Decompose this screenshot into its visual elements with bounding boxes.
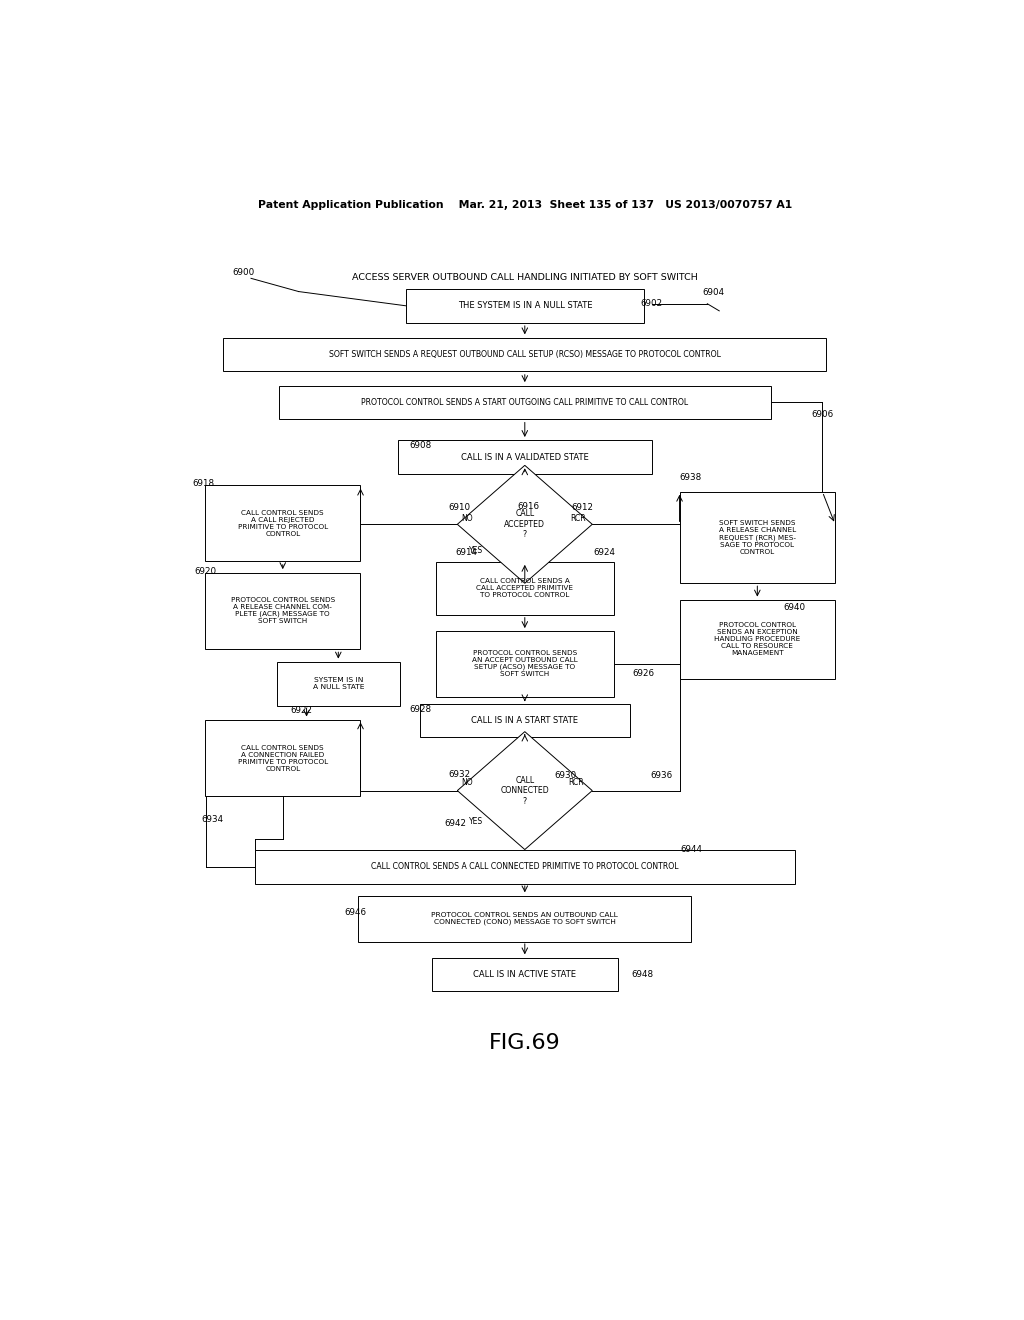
FancyBboxPatch shape (206, 486, 360, 561)
Polygon shape (458, 731, 592, 850)
Text: ACCESS SERVER OUTBOUND CALL HANDLING INITIATED BY SOFT SWITCH: ACCESS SERVER OUTBOUND CALL HANDLING INI… (352, 273, 697, 281)
Text: 6940: 6940 (783, 603, 806, 612)
FancyBboxPatch shape (206, 719, 360, 796)
Text: 6942: 6942 (444, 818, 467, 828)
Text: CALL CONTROL SENDS
A CONNECTION FAILED
PRIMITIVE TO PROTOCOL
CONTROL: CALL CONTROL SENDS A CONNECTION FAILED P… (238, 744, 328, 772)
FancyBboxPatch shape (680, 599, 835, 678)
Text: RCR: RCR (570, 513, 586, 523)
FancyBboxPatch shape (435, 562, 614, 615)
Text: 6902: 6902 (641, 300, 663, 309)
FancyBboxPatch shape (255, 850, 795, 883)
FancyBboxPatch shape (435, 631, 614, 697)
FancyBboxPatch shape (397, 441, 651, 474)
Text: 6948: 6948 (631, 970, 653, 979)
FancyBboxPatch shape (680, 492, 835, 583)
Text: 6910: 6910 (449, 503, 471, 512)
Text: CALL IS IN A START STATE: CALL IS IN A START STATE (471, 715, 579, 725)
FancyBboxPatch shape (358, 896, 691, 941)
Text: 6924: 6924 (593, 548, 615, 557)
Text: SOFT SWITCH SENDS
A RELEASE CHANNEL
REQUEST (RCR) MES-
SAGE TO PROTOCOL
CONTROL: SOFT SWITCH SENDS A RELEASE CHANNEL REQU… (719, 520, 796, 554)
Text: 6918: 6918 (193, 479, 214, 488)
Text: THE SYSTEM IS IN A NULL STATE: THE SYSTEM IS IN A NULL STATE (458, 301, 592, 310)
Text: NO: NO (461, 777, 473, 787)
Text: NO: NO (461, 513, 473, 523)
Text: FIG.69: FIG.69 (488, 1032, 561, 1052)
FancyBboxPatch shape (406, 289, 644, 322)
Text: 6944: 6944 (681, 845, 702, 854)
Text: 6928: 6928 (409, 705, 431, 714)
Text: 6920: 6920 (194, 566, 216, 576)
Text: PROTOCOL CONTROL SENDS AN OUTBOUND CALL
CONNECTED (CONO) MESSAGE TO SOFT SWITCH: PROTOCOL CONTROL SENDS AN OUTBOUND CALL … (431, 912, 618, 925)
Text: SYSTEM IS IN
A NULL STATE: SYSTEM IS IN A NULL STATE (312, 677, 365, 690)
Text: 6934: 6934 (202, 814, 224, 824)
Text: PROTOCOL CONTROL
SENDS AN EXCEPTION
HANDLING PROCEDURE
CALL TO RESOURCE
MANAGEME: PROTOCOL CONTROL SENDS AN EXCEPTION HAND… (714, 622, 801, 656)
Text: 6922: 6922 (290, 706, 312, 715)
Text: CALL IS IN A VALIDATED STATE: CALL IS IN A VALIDATED STATE (461, 453, 589, 462)
Text: 6930: 6930 (554, 771, 577, 780)
FancyBboxPatch shape (206, 573, 360, 649)
Text: 6912: 6912 (571, 503, 594, 512)
Text: YES: YES (469, 817, 482, 825)
Polygon shape (458, 466, 592, 583)
FancyBboxPatch shape (279, 385, 771, 420)
Text: CALL
ACCEPTED
?: CALL ACCEPTED ? (504, 510, 546, 539)
Text: 6904: 6904 (702, 288, 725, 297)
Text: PROTOCOL CONTROL SENDS
AN ACCEPT OUTBOUND CALL
SETUP (ACSO) MESSAGE TO
SOFT SWIT: PROTOCOL CONTROL SENDS AN ACCEPT OUTBOUN… (472, 649, 578, 677)
FancyBboxPatch shape (420, 704, 630, 738)
Text: CALL CONTROL SENDS
A CALL REJECTED
PRIMITIVE TO PROTOCOL
CONTROL: CALL CONTROL SENDS A CALL REJECTED PRIMI… (238, 510, 328, 537)
Text: 6914: 6914 (455, 548, 477, 557)
FancyBboxPatch shape (431, 958, 618, 991)
FancyBboxPatch shape (223, 338, 826, 371)
Text: 6916: 6916 (518, 502, 540, 511)
Text: SOFT SWITCH SENDS A REQUEST OUTBOUND CALL SETUP (RCSO) MESSAGE TO PROTOCOL CONTR: SOFT SWITCH SENDS A REQUEST OUTBOUND CAL… (329, 350, 721, 359)
Text: CALL CONTROL SENDS A
CALL ACCEPTED PRIMITIVE
TO PROTOCOL CONTROL: CALL CONTROL SENDS A CALL ACCEPTED PRIMI… (476, 578, 573, 598)
Text: 6946: 6946 (345, 908, 367, 917)
Text: 6938: 6938 (680, 473, 701, 482)
Text: 6906: 6906 (811, 411, 834, 418)
Text: RCR: RCR (568, 777, 585, 787)
Text: 6936: 6936 (650, 771, 673, 780)
FancyBboxPatch shape (276, 663, 399, 706)
Text: CALL IS IN ACTIVE STATE: CALL IS IN ACTIVE STATE (473, 970, 577, 979)
Text: PROTOCOL CONTROL SENDS A START OUTGOING CALL PRIMITIVE TO CALL CONTROL: PROTOCOL CONTROL SENDS A START OUTGOING … (361, 397, 688, 407)
Text: PROTOCOL CONTROL SENDS
A RELEASE CHANNEL COM-
PLETE (ACR) MESSAGE TO
SOFT SWITCH: PROTOCOL CONTROL SENDS A RELEASE CHANNEL… (230, 597, 335, 624)
Text: CALL CONTROL SENDS A CALL CONNECTED PRIMITIVE TO PROTOCOL CONTROL: CALL CONTROL SENDS A CALL CONNECTED PRIM… (371, 862, 679, 871)
Text: 6900: 6900 (232, 268, 254, 277)
Text: 6932: 6932 (449, 770, 471, 779)
Text: Patent Application Publication    Mar. 21, 2013  Sheet 135 of 137   US 2013/0070: Patent Application Publication Mar. 21, … (258, 201, 792, 210)
Text: CALL
CONNECTED
?: CALL CONNECTED ? (501, 776, 549, 805)
Text: 6926: 6926 (633, 669, 654, 678)
Text: 6908: 6908 (409, 441, 431, 450)
Text: YES: YES (469, 546, 482, 556)
